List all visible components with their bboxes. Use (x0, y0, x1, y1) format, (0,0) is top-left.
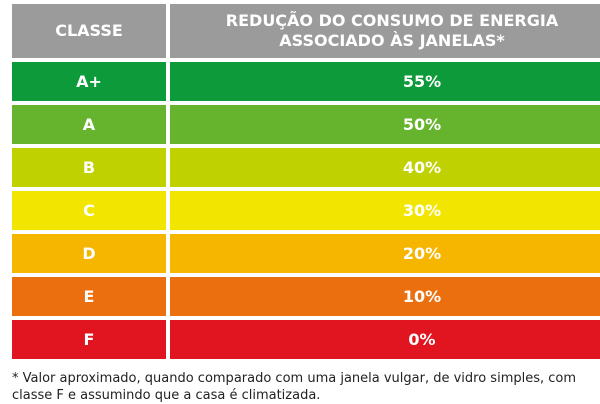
class-cell: F (12, 320, 166, 359)
table-row: A 50% (12, 105, 600, 144)
table-row: C 30% (12, 191, 600, 230)
class-cell: D (12, 234, 166, 273)
class-cell: E (12, 277, 166, 316)
class-column-header: CLASSE (12, 4, 166, 58)
table-row: E 10% (12, 277, 600, 316)
reduction-cell: 55% (170, 62, 600, 101)
reduction-cell: 0% (170, 320, 600, 359)
energy-class-table: CLASSE REDUÇÃO DO CONSUMO DE ENERGIA ASS… (12, 4, 600, 363)
class-cell: A+ (12, 62, 166, 101)
reduction-cell: 20% (170, 234, 600, 273)
table-header-row: CLASSE REDUÇÃO DO CONSUMO DE ENERGIA ASS… (12, 4, 600, 58)
class-cell: A (12, 105, 166, 144)
table-row: B 40% (12, 148, 600, 187)
reduction-cell: 40% (170, 148, 600, 187)
table-row: A+ 55% (12, 62, 600, 101)
reduction-cell: 10% (170, 277, 600, 316)
footnote: * Valor aproximado, quando comparado com… (12, 371, 577, 403)
class-cell: B (12, 148, 166, 187)
reduction-cell: 50% (170, 105, 600, 144)
table-row: D 20% (12, 234, 600, 273)
class-cell: C (12, 191, 166, 230)
table-row: F 0% (12, 320, 600, 359)
reduction-column-header: REDUÇÃO DO CONSUMO DE ENERGIA ASSOCIADO … (170, 4, 600, 58)
reduction-cell: 30% (170, 191, 600, 230)
